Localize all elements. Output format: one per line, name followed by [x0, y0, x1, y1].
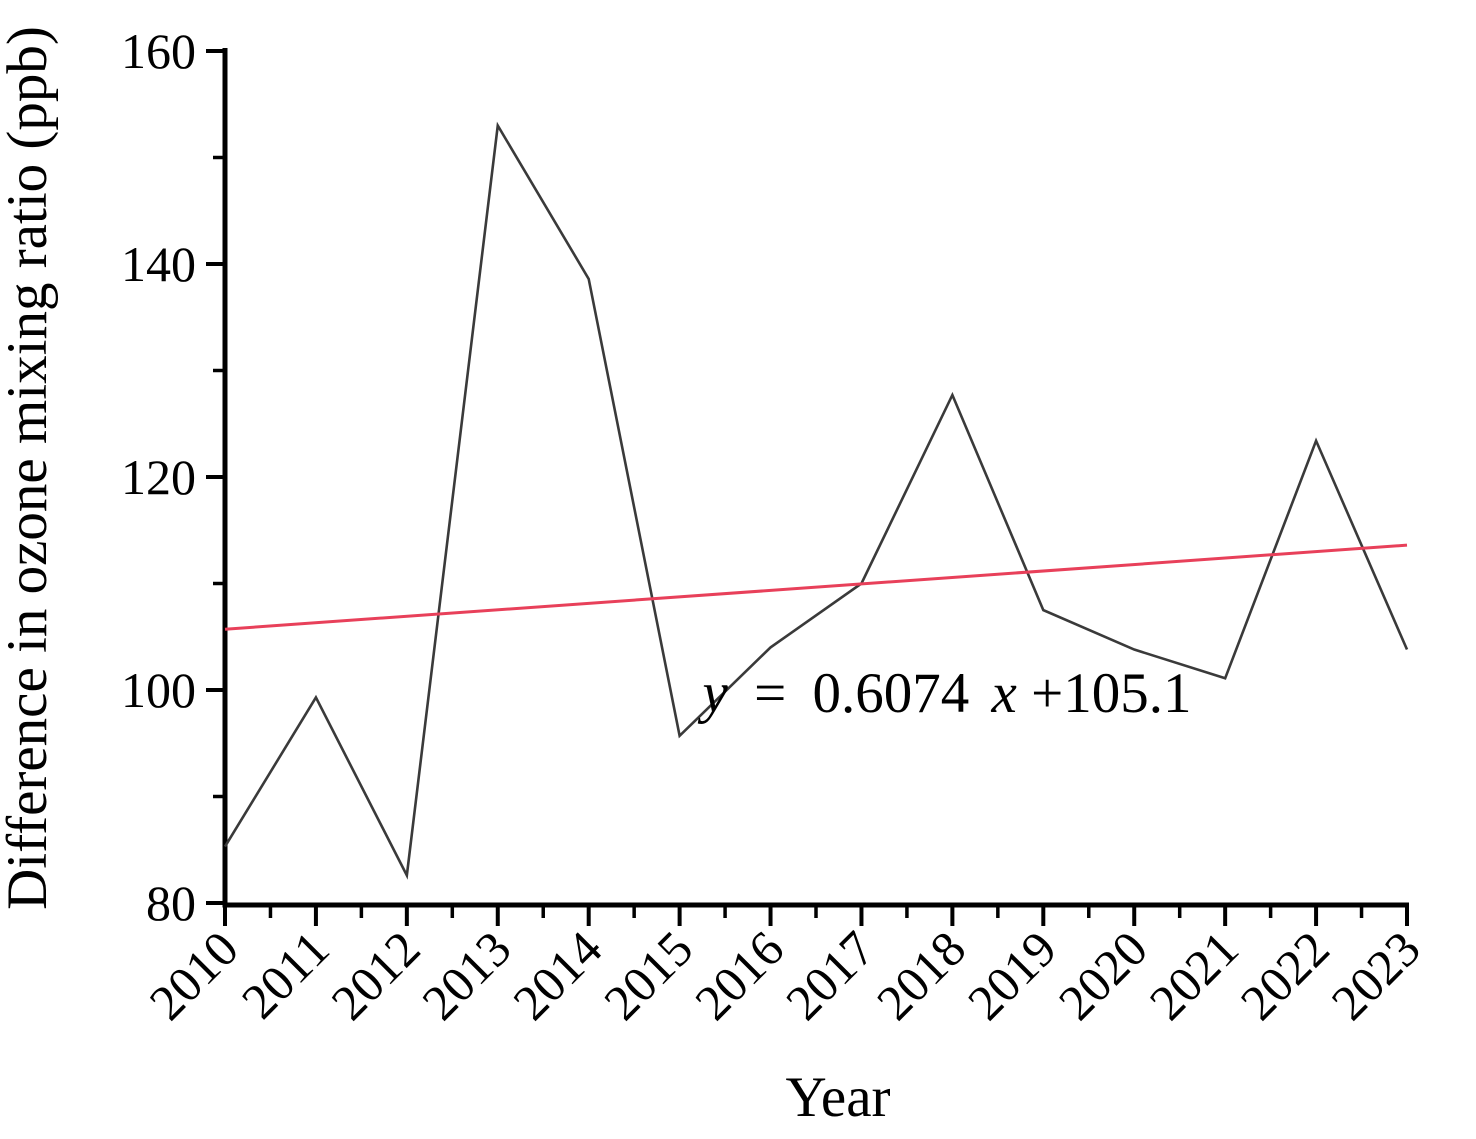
trend-equation-label: y = 0.6074 x +105.1: [698, 662, 1192, 725]
equation-variable: x: [991, 662, 1017, 725]
x-tick-label: 2014: [502, 920, 612, 1030]
x-tick-label: 2011: [231, 920, 340, 1029]
x-tick-label: 2018: [866, 920, 976, 1030]
equation-constant: +105.1: [1031, 662, 1191, 725]
y-tick-label: 120: [121, 449, 196, 505]
x-tick-label: 2010: [138, 920, 248, 1030]
x-tick-label: 2013: [411, 920, 521, 1030]
trend-line: [224, 543, 1408, 631]
x-tick-label: 2021: [1139, 920, 1249, 1030]
y-tick-label: 100: [121, 662, 196, 718]
x-tick-label: 2023: [1320, 920, 1430, 1030]
x-tick-label: 2017: [775, 920, 885, 1030]
equation-coefficient: 0.6074: [813, 662, 970, 725]
y-tick-label: 160: [121, 23, 196, 79]
x-tick-label: 2015: [593, 920, 703, 1030]
x-tick-label: 2020: [1048, 920, 1158, 1030]
y-tick-label: 140: [121, 236, 196, 292]
x-axis-title: Year: [785, 1066, 890, 1129]
equation-lhs: y: [698, 662, 729, 725]
y-tick-label: 80: [146, 875, 196, 931]
equation-equals: =: [754, 662, 786, 725]
x-tick-label: 2016: [684, 920, 794, 1030]
x-tick-label: 2022: [1230, 920, 1340, 1030]
data-line: [223, 121, 1409, 880]
x-tick-label: 2019: [957, 920, 1067, 1030]
x-tick-label: 2012: [320, 920, 430, 1030]
y-axis: 80 100 120 140 160: [121, 23, 228, 931]
x-axis: 2010201120122013201420152016201720182019…: [138, 902, 1431, 1030]
y-axis-title: Difference in ozone mixing ratio (ppb): [0, 26, 59, 910]
